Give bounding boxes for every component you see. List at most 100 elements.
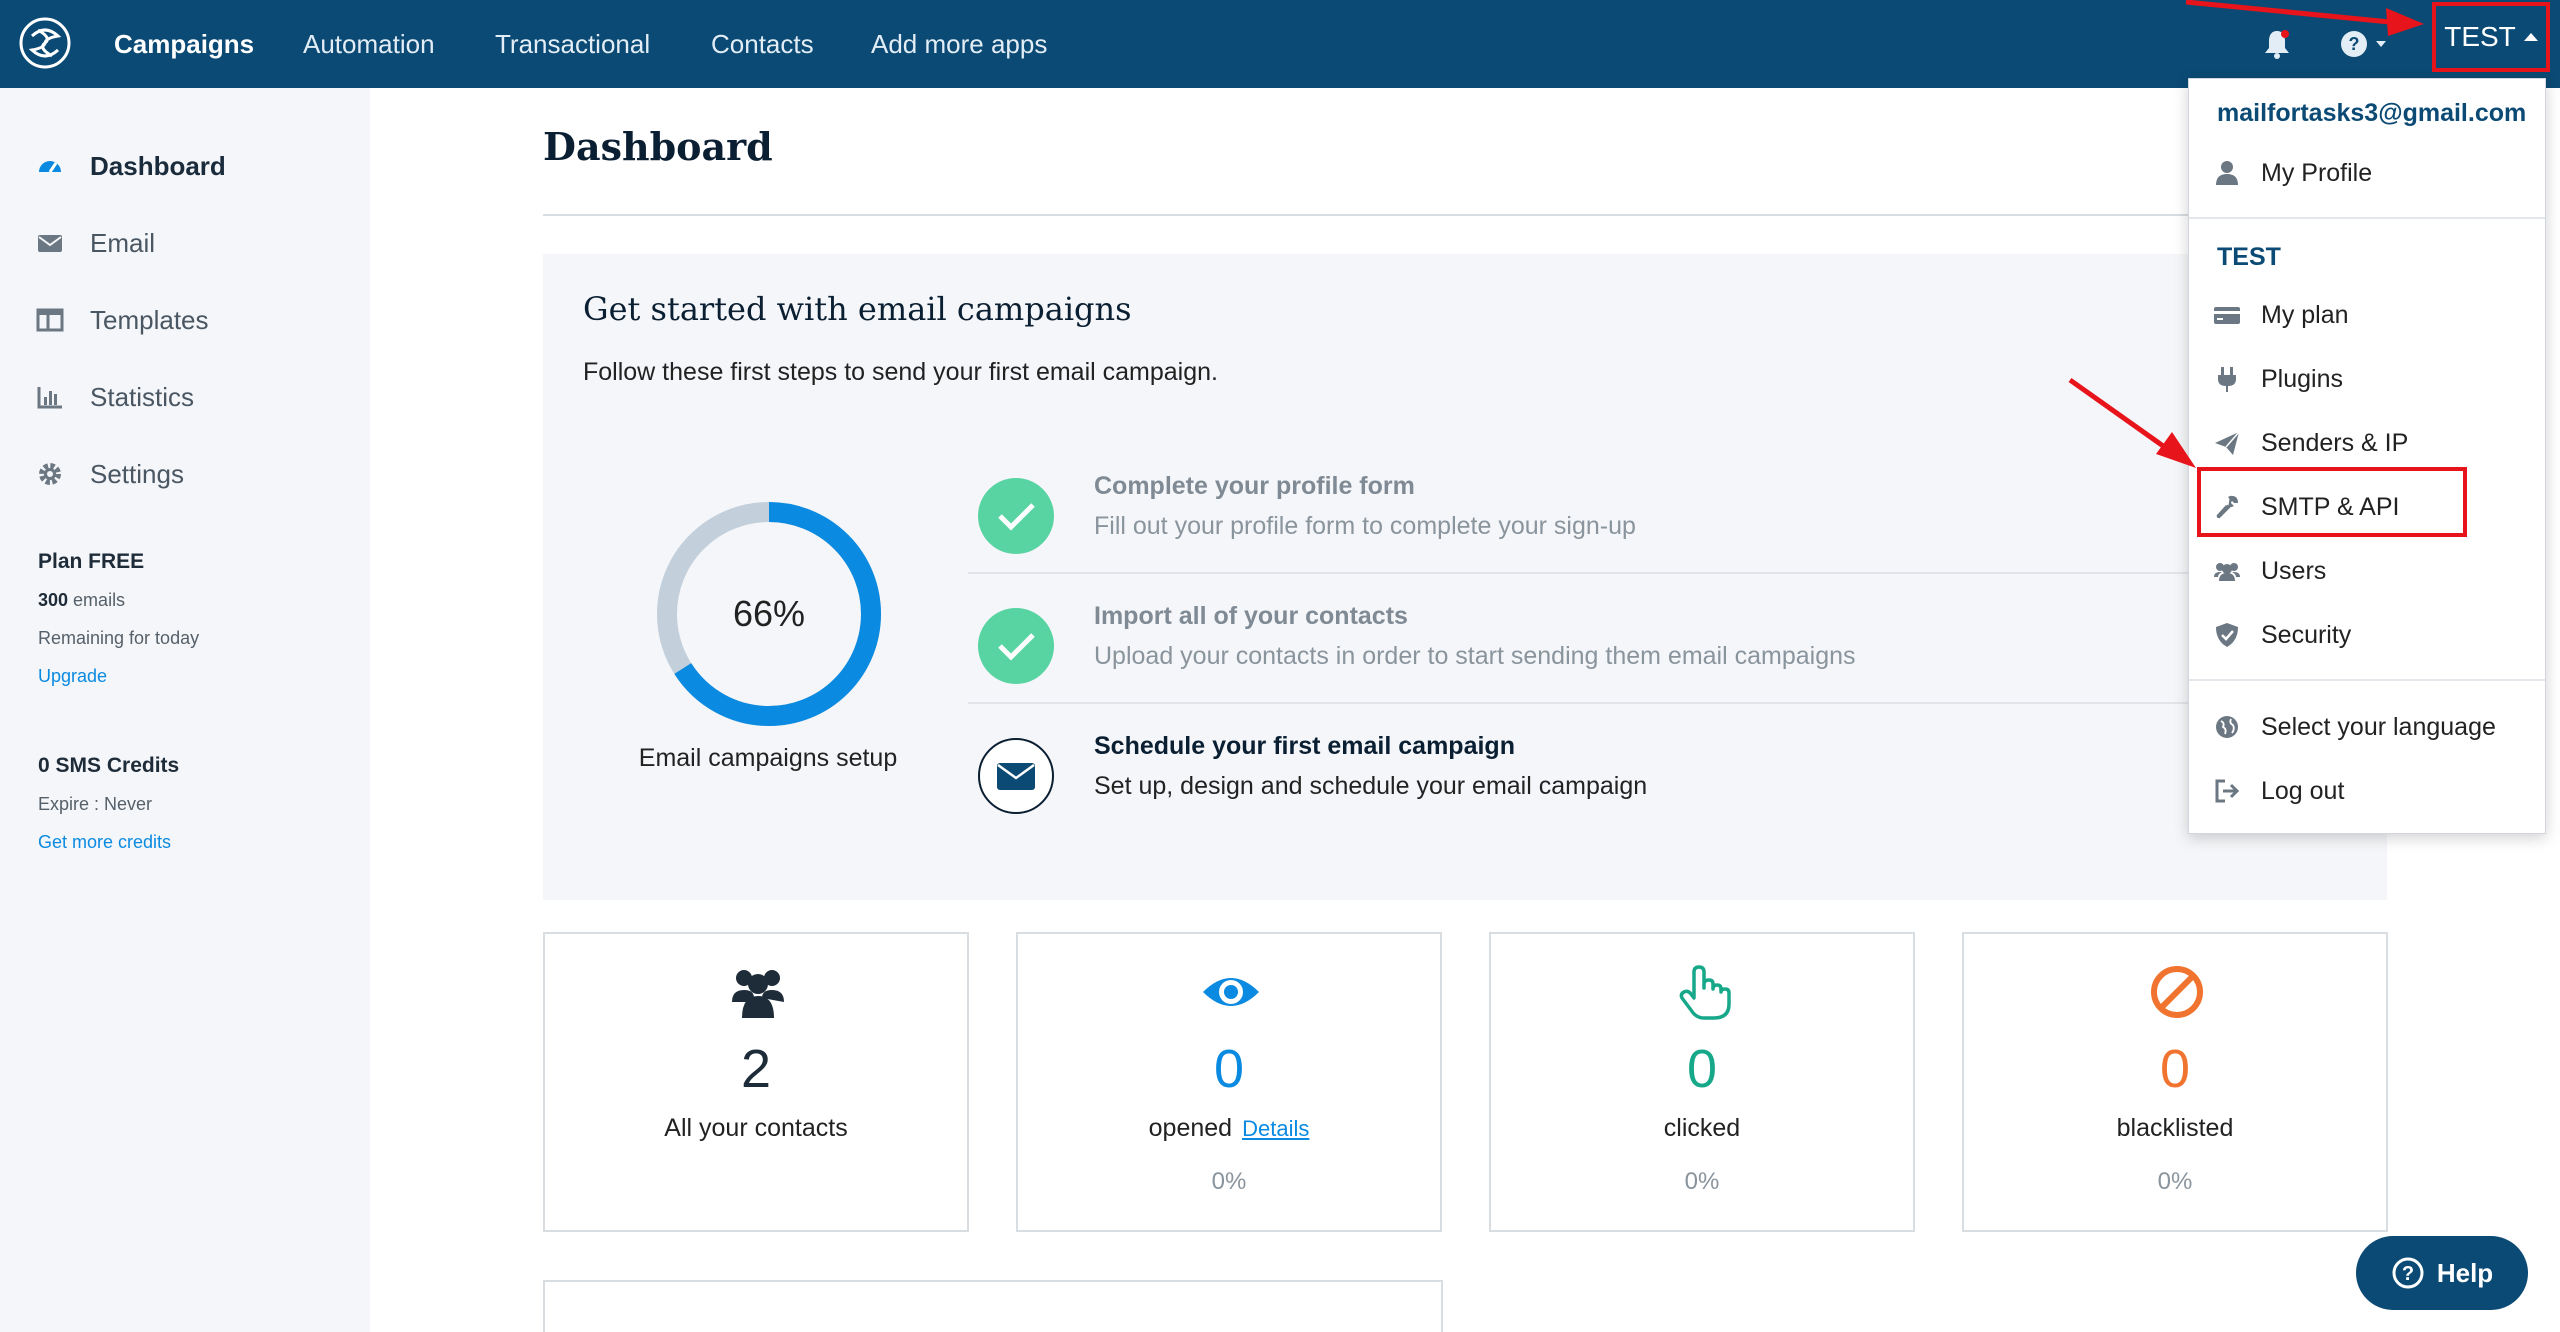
plan-title: Plan FREE — [38, 550, 145, 573]
sidebar-item-templates[interactable]: Templates — [36, 300, 209, 340]
stat-card-blacklisted[interactable]: 0 blacklisted 0% — [1962, 932, 2388, 1232]
account-dropdown-menu: mailfortasks3@gmail.com My Profile TEST … — [2188, 78, 2546, 834]
help-button[interactable]: ? Help — [2356, 1236, 2528, 1310]
nav-transactional[interactable]: Transactional — [495, 29, 651, 59]
paper-plane-icon — [2215, 431, 2240, 455]
page-title: Dashboard — [543, 124, 773, 169]
menu-item-my-plan[interactable]: My plan — [2213, 293, 2349, 337]
user-account-label: TEST — [2444, 21, 2516, 52]
menu-item-label: Select your language — [2261, 712, 2496, 741]
menu-item-label: Senders & IP — [2261, 428, 2409, 457]
nav-contacts[interactable]: Contacts — [711, 29, 814, 59]
envelope-circle-icon — [978, 738, 1054, 814]
sidebar-item-label: Email — [90, 227, 156, 258]
sidebar-item-label: Statistics — [90, 381, 195, 412]
setup-progress-donut: 66% — [657, 502, 881, 726]
plan-emails: 300 emails — [38, 590, 125, 611]
title-divider — [543, 214, 2383, 216]
get-more-credits-link[interactable]: Get more credits — [38, 832, 172, 852]
step-title: Schedule your first email campaign — [1094, 732, 1515, 760]
sidebar: Dashboard Email Templates Statistics Set… — [0, 88, 370, 1332]
menu-item-label: My Profile — [2261, 158, 2373, 187]
credit-card-icon — [2214, 307, 2240, 324]
sidebar-item-email[interactable]: Email — [36, 223, 155, 263]
stat-percent: 0% — [2157, 1168, 2193, 1195]
stat-card-contacts[interactable]: 2 All your contacts — [543, 932, 969, 1232]
stat-value: 0 — [1213, 1039, 1245, 1099]
ban-icon — [2151, 966, 2203, 1018]
dashboard-icon — [39, 161, 61, 173]
sidebar-item-settings[interactable]: Settings — [36, 454, 184, 494]
nav-automation[interactable]: Automation — [303, 29, 435, 59]
caret-up-icon — [2523, 33, 2538, 41]
plan-emails-count: 300 — [38, 590, 69, 610]
upgrade-link[interactable]: Upgrade — [38, 666, 108, 686]
step-schedule-campaign[interactable]: Schedule your first email campaign Set u… — [968, 714, 2388, 844]
pointer-hand-icon — [1679, 965, 1731, 1020]
menu-divider — [2189, 679, 2545, 681]
stat-label: All your contacts — [664, 1114, 848, 1142]
stat-percent: 0% — [1211, 1168, 1247, 1195]
stat-label: opened — [1148, 1114, 1233, 1142]
wrench-icon — [2216, 495, 2238, 519]
get-started-subtitle: Follow these first steps to send your fi… — [583, 358, 1218, 386]
get-started-panel: Get started with email campaigns Follow … — [543, 254, 2388, 900]
help-menu-icon[interactable]: ? — [2338, 28, 2398, 60]
stat-label: clicked — [1663, 1114, 1741, 1142]
menu-item-security[interactable]: Security — [2213, 613, 2351, 657]
logout-icon — [2215, 779, 2240, 803]
stat-label: blacklisted — [2116, 1114, 2234, 1142]
notifications-bell-icon[interactable] — [2262, 28, 2292, 60]
users-icon — [2214, 563, 2240, 581]
help-button-label: Help — [2436, 1257, 2494, 1288]
step-desc: Fill out your profile form to complete y… — [1094, 512, 1636, 540]
globe-icon — [2216, 716, 2238, 738]
stat-label-row: opened Details — [1018, 1114, 1440, 1143]
svg-text:?: ? — [2349, 34, 2360, 54]
progress-label: Email campaigns setup — [638, 744, 898, 772]
user-account-menu-button[interactable]: TEST — [2432, 2, 2550, 72]
users-icon — [732, 970, 784, 1018]
stat-card-clicked[interactable]: 0 clicked 0% — [1489, 932, 1915, 1232]
question-circle-icon: ? — [2392, 1257, 2424, 1289]
sidebar-item-dashboard[interactable]: Dashboard — [36, 146, 226, 186]
sidebar-item-label: Settings — [90, 458, 184, 489]
sidebar-item-statistics[interactable]: Statistics — [36, 377, 194, 417]
stat-card-opened[interactable]: 0 opened Details 0% — [1016, 932, 1442, 1232]
step-desc: Upload your contacts in order to start s… — [1094, 642, 1856, 670]
menu-item-label: Users — [2261, 556, 2327, 585]
opened-details-link[interactable]: Details — [1242, 1116, 1310, 1141]
gear-icon — [39, 463, 61, 485]
nav-add-more-apps[interactable]: Add more apps — [871, 29, 1048, 59]
account-email: mailfortasks3@gmail.com — [2217, 99, 2527, 127]
plug-icon — [2218, 367, 2236, 392]
plan-remaining: Remaining for today — [38, 628, 200, 648]
brand-logo-icon[interactable] — [18, 16, 72, 70]
eye-icon — [1203, 978, 1259, 1006]
bar-chart-icon — [37, 387, 62, 409]
templates-icon — [36, 308, 64, 332]
menu-item-select-language[interactable]: Select your language — [2213, 705, 2496, 749]
envelope-icon — [38, 235, 62, 252]
menu-item-label: SMTP & API — [2261, 492, 2400, 521]
menu-item-senders-ip[interactable]: Senders & IP — [2213, 421, 2408, 465]
step-import-contacts[interactable]: Import all of your contacts Upload your … — [968, 584, 2388, 714]
shield-icon — [2216, 623, 2238, 647]
menu-item-smtp-api[interactable]: SMTP & API — [2213, 485, 2399, 529]
menu-item-my-profile[interactable]: My Profile — [2213, 151, 2372, 195]
top-navbar: Campaigns Automation Transactional Conta… — [0, 0, 2560, 88]
user-icon — [2216, 161, 2238, 185]
sms-expire: Expire : Never — [38, 794, 153, 814]
stat-value: 0 — [2159, 1039, 2191, 1099]
plan-emails-suffix: emails — [68, 590, 126, 610]
menu-item-log-out[interactable]: Log out — [2213, 769, 2344, 813]
step-profile-form[interactable]: Complete your profile form Fill out your… — [968, 454, 2388, 584]
menu-item-plugins[interactable]: Plugins — [2213, 357, 2343, 401]
stat-value: 2 — [740, 1039, 772, 1099]
menu-item-users[interactable]: Users — [2213, 549, 2326, 593]
sidebar-item-label: Dashboard — [90, 150, 226, 181]
nav-campaigns[interactable]: Campaigns — [114, 29, 255, 59]
step-divider — [968, 572, 2388, 574]
menu-item-label: Plugins — [2261, 364, 2343, 393]
progress-percent-text: 66% — [733, 593, 805, 634]
